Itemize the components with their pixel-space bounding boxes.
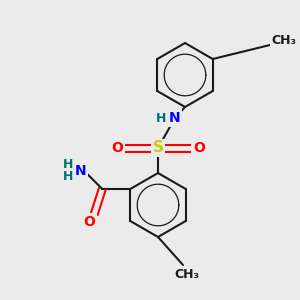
Text: N: N [74, 164, 86, 178]
Text: H: H [63, 158, 74, 172]
Text: O: O [111, 141, 123, 155]
Text: O: O [83, 215, 95, 229]
Text: CH₃: CH₃ [175, 268, 200, 281]
Text: S: S [152, 140, 164, 155]
Text: CH₃: CH₃ [272, 34, 296, 47]
Text: O: O [193, 141, 205, 155]
Text: N: N [169, 111, 181, 125]
Text: H: H [156, 112, 166, 124]
Text: H: H [63, 170, 74, 184]
